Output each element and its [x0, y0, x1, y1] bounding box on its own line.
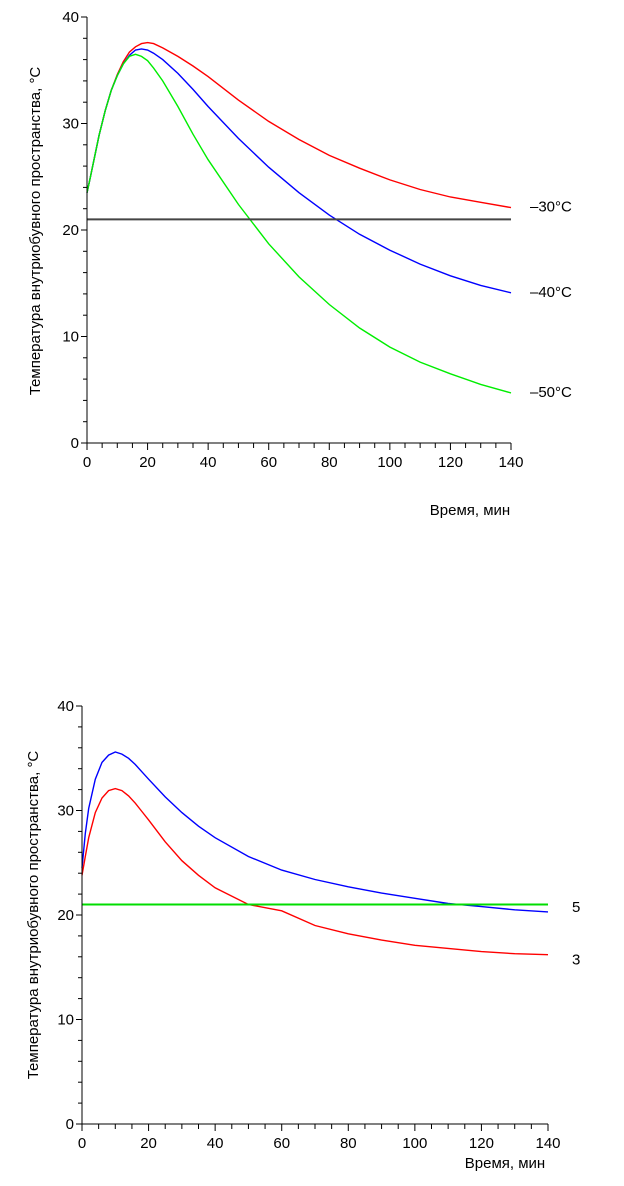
chart-2-xlabel: Время, мин [465, 1155, 545, 1172]
chart-1: Температура внутриобувного пространства,… [27, 9, 572, 519]
chart-1-ticks: 0 20 40 60 80 100 120 140 0 10 20 30 40 [62, 9, 523, 471]
x-tick-label: 40 [200, 454, 217, 471]
x-tick-label: 120 [438, 454, 463, 471]
x-tick-label: 100 [402, 1135, 427, 1152]
series-line [86, 41, 512, 209]
series-line [86, 48, 512, 294]
y-tick-label: 20 [57, 907, 74, 924]
series-line [86, 53, 512, 394]
series-label: –40°C [530, 284, 572, 301]
y-tick-label: 10 [57, 1012, 74, 1029]
chart-1-marks [86, 41, 512, 394]
y-tick-label: 0 [71, 435, 79, 452]
x-tick-label: 0 [78, 1135, 86, 1152]
y-tick-label: 20 [62, 222, 79, 239]
chart-1-series-labels: –30°C –40°C –50°C [530, 199, 572, 401]
chart-2-series-labels: 53 [572, 899, 580, 969]
chart-2-marks [81, 751, 549, 956]
chart-2: Температура внутриобувного пространства,… [25, 698, 580, 1172]
chart-2-ylabel: Температура внутриобувного пространства,… [25, 751, 42, 1080]
y-tick-label: 10 [62, 329, 79, 346]
series-line [81, 751, 549, 913]
chart-2-axes [81, 706, 548, 1125]
y-tick-label: 30 [62, 116, 79, 133]
x-tick-label: 20 [139, 454, 156, 471]
x-tick-label: 140 [535, 1135, 560, 1152]
x-tick-label: 120 [469, 1135, 494, 1152]
series-label: –30°C [530, 199, 572, 216]
y-tick-label: 0 [66, 1116, 74, 1133]
x-tick-label: 80 [340, 1135, 357, 1152]
chart-1-ylabel: Температура внутриобувного пространства,… [27, 67, 44, 396]
x-tick-label: 60 [260, 454, 277, 471]
chart-2-ticks: 0 20 40 60 80 100 120 140 0 10 20 30 40 [57, 698, 560, 1152]
x-tick-label: 80 [321, 454, 338, 471]
y-tick-label: 30 [57, 803, 74, 820]
x-tick-label: 40 [207, 1135, 224, 1152]
series-label: 5 [572, 899, 580, 916]
x-tick-label: 60 [273, 1135, 290, 1152]
y-tick-label: 40 [62, 9, 79, 26]
x-tick-label: 20 [140, 1135, 157, 1152]
series-label: 3 [572, 952, 580, 969]
x-tick-label: 100 [377, 454, 402, 471]
series-label: –50°C [530, 384, 572, 401]
x-tick-label: 0 [83, 454, 91, 471]
series-line [81, 787, 549, 956]
y-tick-label: 40 [57, 698, 74, 715]
chart-1-xlabel: Время, мин [430, 502, 510, 519]
x-tick-label: 140 [498, 454, 523, 471]
chart-1-axes [86, 17, 511, 444]
